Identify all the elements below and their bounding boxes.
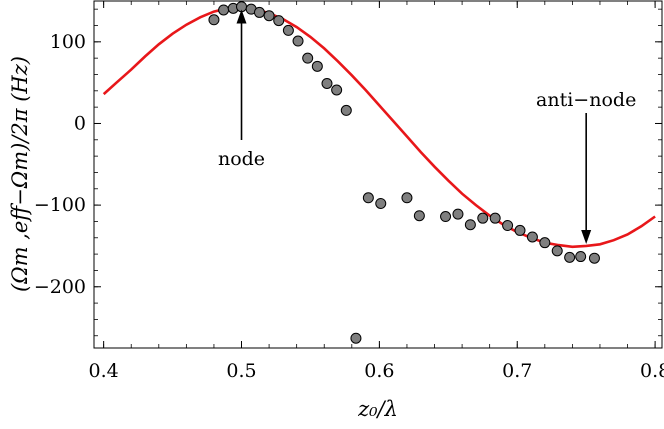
series-layer [102,1,656,344]
annotation-layer: node anti−node [218,9,636,244]
data-point [464,219,476,231]
x-tick-label: 0.5 [226,360,256,382]
data-point [253,6,265,18]
data-point [551,245,563,257]
y-tick-label: −100 [34,194,86,216]
y-axis-title: (Ωm ,eff−Ωm)/2π (Hz) [8,56,32,292]
data-point [292,35,304,47]
y-tick-label: −200 [34,276,86,298]
data-point [440,211,452,223]
node-arrowhead [236,9,247,24]
y-tick-label: 0 [74,112,86,134]
node-label: node [218,148,265,170]
data-point [350,332,362,344]
data-point [564,251,576,263]
x-tick-label: 0.4 [89,360,119,382]
data-point [282,24,294,36]
data-point [331,84,343,96]
data-point [273,15,285,27]
x-tick-label: 0.8 [640,360,664,382]
data-point [588,252,600,264]
data-point [477,212,489,224]
x-tick-label: 0.6 [364,360,394,382]
data-point [311,60,323,72]
data-point [514,224,526,236]
data-point [526,231,538,243]
data-point [502,220,514,232]
data-point [263,10,275,22]
data-point [575,251,587,263]
x-axis-ticks: 0.4 0.5 0.6 0.7 0.8 [89,1,664,382]
anti-node-label: anti−node [536,89,636,111]
data-point [302,52,314,64]
data-point [489,212,501,224]
data-point [375,197,387,209]
data-point [362,192,374,204]
y-tick-label: 100 [50,31,86,53]
data-point [452,208,464,220]
anti-node-arrowhead [581,229,592,244]
data-point [208,14,220,26]
y-axis-ticks: −200 −100 0 100 [34,8,662,337]
x-axis-title: z₀/λ [357,397,398,421]
x-tick-label: 0.7 [502,360,532,382]
data-point [401,192,413,204]
data-point [218,4,230,16]
data-point [539,237,551,249]
fit-curve [102,6,656,249]
data-point [340,104,352,116]
data-point [321,77,333,89]
plot-frame [93,0,663,349]
data-point [413,210,425,222]
